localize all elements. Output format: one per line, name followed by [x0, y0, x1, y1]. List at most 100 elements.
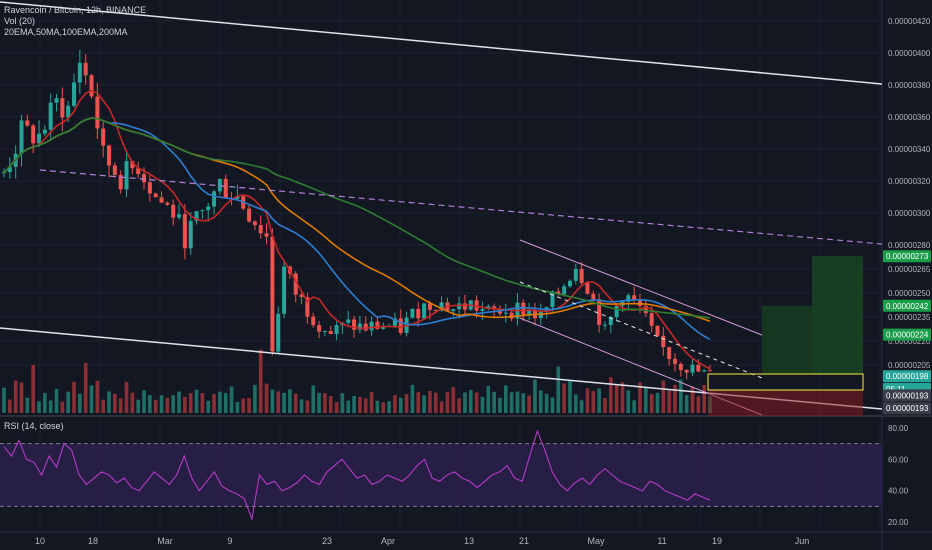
candle-body	[346, 319, 351, 323]
volume-bar	[358, 396, 362, 413]
price-tag-label: 0.00000193	[886, 391, 929, 400]
candle-body	[328, 330, 333, 335]
ma200-line	[3, 117, 711, 319]
volume-bar	[293, 393, 298, 413]
candle-body	[427, 303, 432, 310]
candle-body	[182, 214, 187, 249]
volume-bar	[311, 385, 316, 413]
candle-body	[637, 299, 642, 306]
volume-bar	[451, 387, 456, 413]
target-zone-3	[812, 256, 863, 374]
volume-bar	[404, 394, 409, 413]
candle-body	[317, 325, 322, 332]
volume-bar	[696, 396, 701, 413]
volume-bar	[288, 389, 292, 413]
volume-indicator-label[interactable]: Vol (20)	[4, 16, 36, 26]
candle-body	[352, 319, 357, 330]
volume-bar	[229, 386, 234, 413]
candle-body	[527, 310, 532, 315]
time-tick-label: 18	[88, 536, 98, 546]
upper-trendline	[0, 1, 883, 85]
candle-body	[357, 323, 362, 330]
volume-bar	[89, 385, 94, 413]
volume-bar	[142, 390, 146, 413]
candle-body	[562, 286, 567, 295]
volume-bar	[83, 362, 88, 413]
candle-body	[124, 161, 129, 190]
candle-body	[282, 266, 287, 314]
candle-body	[591, 293, 596, 300]
volume-bar	[550, 397, 555, 413]
volume-bar	[562, 383, 566, 413]
candle-body	[684, 370, 689, 373]
time-tick-label: May	[587, 536, 605, 546]
candle-body	[299, 294, 304, 298]
candle-body	[643, 305, 648, 314]
volume-bar	[136, 399, 140, 413]
rsi-legend[interactable]: RSI (14, close)	[4, 421, 64, 431]
volume-bar	[148, 395, 152, 413]
symbol-title[interactable]: Ravencoin / Bitcoin, 12h, BINANCE	[4, 5, 147, 15]
volume-bar	[422, 395, 426, 413]
channel-upper	[519, 239, 763, 336]
candle-body	[206, 206, 211, 211]
volume-bar	[60, 401, 65, 413]
price-tick-label: 0.00000400	[888, 49, 931, 58]
candle-body	[311, 316, 316, 326]
candle-body	[223, 178, 228, 199]
volume-bar	[463, 392, 467, 413]
volume-bar	[264, 383, 269, 413]
price-tag	[883, 389, 931, 402]
volume-bar	[626, 390, 631, 413]
price-tick-label: 0.00000205	[888, 361, 931, 370]
volume-bar	[305, 400, 310, 413]
volume-bar	[492, 391, 496, 413]
candle-body	[550, 291, 555, 308]
volume-bar	[375, 400, 380, 413]
candle-body	[194, 211, 199, 221]
chart-legend: Ravencoin / Bitcoin, 12h, BINANCE Vol (2…	[4, 5, 146, 38]
volume-bar	[416, 392, 421, 413]
candle-body	[66, 105, 71, 118]
volume-bar	[101, 399, 105, 413]
candle-body	[276, 313, 281, 352]
volume-bar	[363, 398, 368, 413]
candle-body	[632, 295, 637, 300]
time-tick-label: 21	[519, 536, 529, 546]
volume-bar	[649, 394, 654, 413]
volume-bar	[159, 395, 164, 413]
candle-body	[334, 325, 339, 335]
time-tick-label: 9	[227, 536, 232, 546]
target-zone-2	[762, 305, 812, 374]
candle-body	[608, 317, 613, 325]
volume-bar	[130, 392, 135, 413]
candle-body	[130, 161, 135, 169]
volume-bar	[503, 385, 508, 413]
candle-body	[7, 166, 12, 173]
volume-bar	[486, 385, 491, 413]
candle-body	[147, 182, 152, 194]
time-tick-label: Mar	[157, 536, 173, 546]
volume-bar	[667, 390, 671, 413]
volume-bar	[381, 402, 386, 413]
candle-body	[375, 321, 380, 329]
price-tick-label: 0.00000235	[888, 313, 931, 322]
price-tag-label: 0.00000198	[886, 372, 929, 381]
candle-body	[235, 196, 240, 199]
candle-body	[159, 197, 164, 203]
candle-body	[264, 233, 269, 237]
moving-averages-label[interactable]: 20EMA,50MA,100EMA,200MA	[4, 27, 128, 37]
candle-body	[217, 178, 222, 192]
rsi-tick-label: 20.00	[888, 518, 909, 527]
volume-bar	[241, 398, 246, 413]
candle-body	[31, 125, 36, 144]
candle-body	[416, 308, 421, 319]
candle-body	[95, 96, 100, 129]
volume-bar	[212, 393, 216, 413]
volume-bar	[614, 384, 619, 413]
volume-bar	[568, 380, 572, 413]
volume-bar	[95, 380, 100, 413]
volume-bar	[72, 381, 76, 413]
volume-bar	[31, 364, 35, 413]
